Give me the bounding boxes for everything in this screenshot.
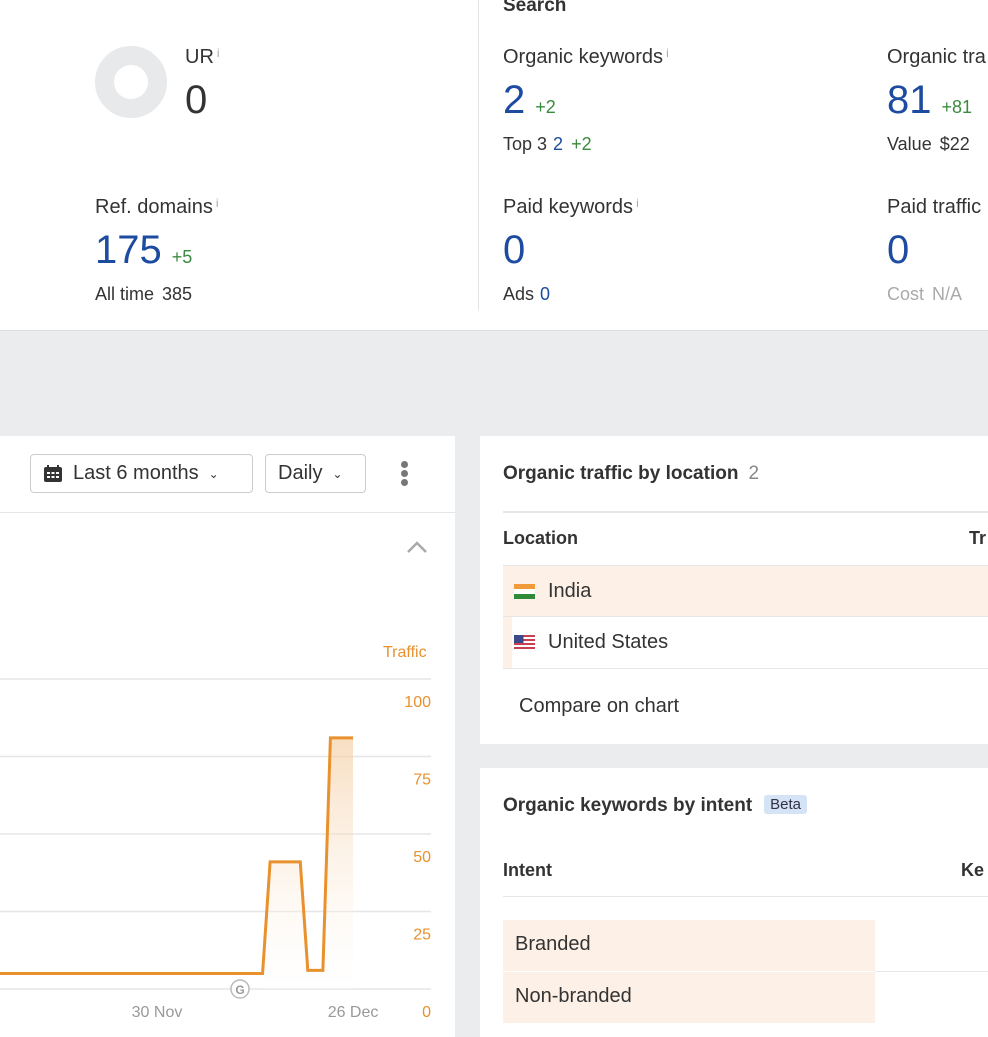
x-tick-label: 30 Nov <box>132 1004 183 1021</box>
intent-row-branded[interactable]: Branded <box>503 920 875 971</box>
chevron-up-icon[interactable] <box>406 540 428 554</box>
ur-label: UR i <box>185 46 220 69</box>
date-range-dropdown[interactable]: Last 6 months ⌄ <box>30 454 253 493</box>
traffic-area <box>262 737 354 989</box>
cost-label: Cost <box>887 284 925 304</box>
ref-domains-number[interactable]: 175 <box>95 228 162 272</box>
india-flag-icon <box>514 583 535 599</box>
divider <box>0 512 455 513</box>
paid-keywords-label-text: Paid keywords <box>503 196 634 218</box>
ref-domains-value[interactable]: 175 +5 <box>95 228 192 273</box>
ads: Ads 0 <box>503 284 550 305</box>
intent-row-non-branded[interactable]: Non-branded <box>503 972 875 1023</box>
intent-title: Organic keywords by intent Beta <box>503 795 808 817</box>
paid-traffic-label: Paid traffic <box>887 196 982 218</box>
google-update-label: G <box>235 983 244 997</box>
intent-title-text: Organic keywords by intent <box>503 795 753 816</box>
divider <box>503 511 988 513</box>
compare-on-chart-link[interactable]: Compare on chart <box>519 695 680 717</box>
column-traffic[interactable]: Tr <box>969 528 987 548</box>
location-name: United States <box>548 631 669 653</box>
traffic-line <box>0 736 354 975</box>
organic-keywords-number[interactable]: 2 <box>503 78 526 122</box>
us-flag-icon <box>514 635 535 650</box>
ads-label: Ads <box>503 284 535 304</box>
info-icon[interactable]: i <box>666 46 669 60</box>
info-icon[interactable]: i <box>636 196 639 210</box>
search-section-title: Search <box>503 0 567 16</box>
organic-traffic-number[interactable]: 81 <box>887 78 932 122</box>
chevron-down-icon: ⌄ <box>332 466 343 481</box>
calendar-icon <box>44 464 62 482</box>
value-label: Value <box>887 134 932 154</box>
organic-keywords-label: Organic keywords i <box>503 46 669 69</box>
overview-panel: UR i 0 Ref. domains i 175 +5 All time 385 Se… <box>0 0 988 331</box>
traffic-value: Value $22 <box>887 134 970 155</box>
cost: Cost N/A <box>887 284 962 305</box>
y-tick-label: 100 <box>404 694 431 711</box>
google-update-marker-icon <box>230 979 250 999</box>
all-time-label: All time <box>95 284 155 304</box>
date-range-label: Last 6 months <box>73 462 199 484</box>
top3-value[interactable]: 2 <box>553 134 564 154</box>
info-icon[interactable]: i <box>215 196 219 210</box>
ur-value: 0 <box>185 78 208 122</box>
cost-value: N/A <box>932 284 963 304</box>
all-time-value: 385 <box>162 284 193 304</box>
paid-keywords-value[interactable]: 0 <box>503 228 526 272</box>
value-amount: $22 <box>939 134 970 154</box>
ads-value[interactable]: 0 <box>540 284 551 304</box>
location-title: Organic traffic by location 2 <box>503 463 759 485</box>
column-keywords[interactable]: Ke <box>961 860 985 880</box>
column-intent[interactable]: Intent <box>503 860 552 880</box>
top3-delta: +2 <box>571 134 592 154</box>
interval-label: Daily <box>278 462 323 484</box>
top3-label: Top 3 <box>503 134 548 154</box>
y-tick-label: 25 <box>413 927 431 944</box>
ref-domains-all-time: All time 385 <box>95 284 192 305</box>
top3: Top 3 2 +2 <box>503 134 592 155</box>
beta-badge: Beta <box>764 795 808 814</box>
location-title-text: Organic traffic by location <box>503 463 739 484</box>
divider <box>875 971 988 972</box>
location-row-united-states[interactable]: United States <box>503 617 988 669</box>
location-row-india[interactable]: India <box>503 565 988 617</box>
interval-dropdown[interactable]: Daily ⌄ <box>265 454 366 493</box>
paid-traffic-value[interactable]: 0 <box>887 228 910 272</box>
location-count: 2 <box>748 463 760 484</box>
y-tick-label: 0 <box>422 1004 431 1021</box>
organic-traffic-value[interactable]: 81 +81 <box>887 78 972 123</box>
organic-traffic-label: Organic tra <box>887 46 986 68</box>
ref-domains-delta: +5 <box>171 247 193 267</box>
y-tick-label: 50 <box>413 849 431 866</box>
organic-keywords-value[interactable]: 2 +2 <box>503 78 556 123</box>
organic-keywords-delta: +2 <box>535 97 556 117</box>
x-tick-label: 26 Dec <box>328 1004 379 1021</box>
organic-traffic-delta: +81 <box>941 97 973 117</box>
traffic-chart-card: Last 6 months ⌄ Daily ⌄ <box>0 436 455 1037</box>
info-icon[interactable]: i <box>216 46 220 60</box>
ref-domains-label-text: Ref. domains <box>95 196 213 218</box>
ur-label-text: UR <box>185 46 214 68</box>
ref-domains-label: Ref. domains i <box>95 196 219 219</box>
organic-keywords-label-text: Organic keywords <box>503 46 664 68</box>
y-axis-label: Traffic <box>383 644 427 661</box>
chevron-down-icon: ⌄ <box>208 466 219 481</box>
location-name: India <box>548 579 592 602</box>
divider <box>478 0 479 310</box>
column-location[interactable]: Location <box>503 528 578 548</box>
traffic-chart: 100 75 50 25 0 30 Nov 26 Dec G <box>0 678 431 1021</box>
paid-keywords-label: Paid keywords i <box>503 196 639 219</box>
y-tick-label: 75 <box>413 772 431 789</box>
divider <box>503 896 988 897</box>
more-options-icon[interactable] <box>398 460 410 488</box>
